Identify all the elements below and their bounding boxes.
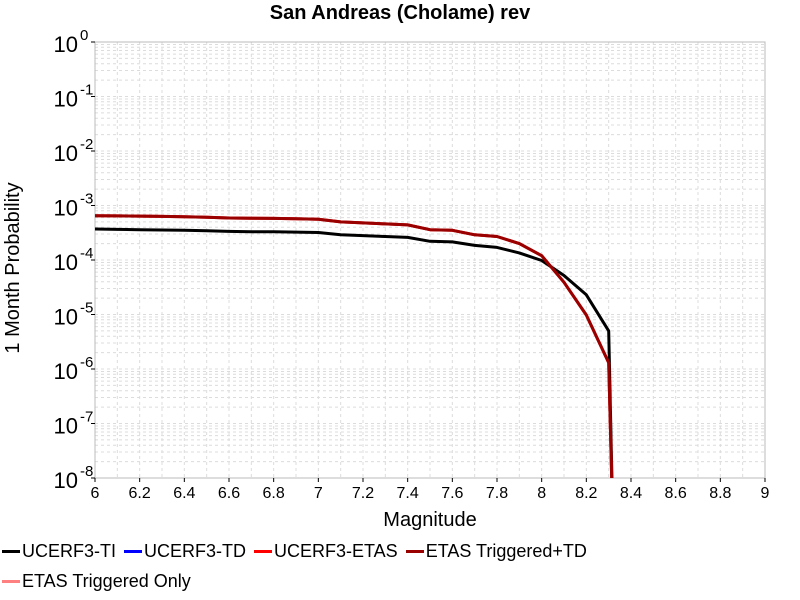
x-tick-label: 8.8 xyxy=(709,485,731,502)
y-tick-exponent: -5 xyxy=(80,300,93,317)
x-tick-label: 8.6 xyxy=(665,485,687,502)
chart-title: San Andreas (Cholame) rev xyxy=(270,2,531,24)
y-tick-exponent: -7 xyxy=(80,409,93,426)
y-tick-base: 10 xyxy=(54,141,78,166)
y-tick-exponent: -4 xyxy=(80,245,93,262)
legend: UCERF3-TI UCERF3-TD UCERF3-ETAS ETAS Tri… xyxy=(0,536,800,596)
legend-label: ETAS Triggered+TD xyxy=(425,540,587,561)
legend-item-ucerf3-td: UCERF3-TD xyxy=(122,541,246,562)
x-tick-label: 7.8 xyxy=(486,485,508,502)
legend-item-ucerf3-ti: UCERF3-TI xyxy=(0,541,116,562)
y-tick-base: 10 xyxy=(54,414,78,439)
y-tick-exponent: -3 xyxy=(80,191,93,208)
x-tick-label: 6.8 xyxy=(263,485,285,502)
x-tick-label: 8 xyxy=(537,485,546,502)
y-tick-label: 10 -8 xyxy=(54,463,94,493)
y-tick-exponent: -1 xyxy=(80,82,93,99)
legend-row: ETAS Triggered Only xyxy=(0,566,800,596)
legend-swatch xyxy=(2,579,20,583)
axes: 6 6.2 6.4 6.6 6.8 7 7.2 7.4 7.6 7.8 8 8.2 8.4 8.6 8.8 9… xyxy=(54,27,770,502)
grid xyxy=(94,42,766,479)
y-tick-exponent: -6 xyxy=(80,354,93,371)
y-tick-exponent: -8 xyxy=(80,463,93,480)
legend-item-etas-triggered-only: ETAS Triggered Only xyxy=(0,571,191,592)
y-tick-exponent: 0 xyxy=(80,27,88,44)
x-tick-label: 8.2 xyxy=(575,485,597,502)
series-line-ucerf3-ti xyxy=(95,227,614,478)
x-tick-label: 6.6 xyxy=(218,485,240,502)
x-tick-label: 7 xyxy=(314,485,323,502)
x-tick-label: 7.6 xyxy=(441,485,463,502)
x-tick-label: 6.2 xyxy=(129,485,151,502)
legend-label: UCERF3-TI xyxy=(22,540,116,561)
legend-swatch xyxy=(124,549,142,553)
x-tick-label: 6 xyxy=(91,485,100,502)
y-tick-base: 10 xyxy=(54,87,78,112)
y-tick-base: 10 xyxy=(54,32,78,57)
y-tick-label: 10 -2 xyxy=(54,136,94,166)
legend-row: UCERF3-TI UCERF3-TD UCERF3-ETAS ETAS Tri… xyxy=(0,536,800,566)
y-tick-label: 10 0 xyxy=(54,27,89,57)
legend-item-ucerf3-etas: UCERF3-ETAS xyxy=(252,541,398,562)
y-tick-label: 10 -7 xyxy=(54,409,94,439)
y-tick-base: 10 xyxy=(54,359,78,384)
x-axis-label: Magnitude xyxy=(383,509,476,531)
legend-swatch xyxy=(2,549,20,553)
legend-item-etas-triggered-td: ETAS Triggered+TD xyxy=(404,541,587,562)
x-tick-label: 7.2 xyxy=(352,485,374,502)
x-tick-label: 6.4 xyxy=(173,485,195,502)
legend-label: UCERF3-TD xyxy=(144,540,246,561)
y-tick-label: 10 -5 xyxy=(54,300,94,330)
y-tick-base: 10 xyxy=(54,468,78,493)
y-tick-label: 10 -4 xyxy=(54,245,94,275)
y-tick-exponent: -2 xyxy=(80,136,93,153)
y-axis-label: 1 Month Probability xyxy=(2,182,24,353)
series-line-etas-triggered-td xyxy=(95,214,614,478)
y-tick-label: 10 -1 xyxy=(54,82,94,112)
legend-swatch xyxy=(254,549,272,553)
legend-label: UCERF3-ETAS xyxy=(274,540,398,561)
y-tick-base: 10 xyxy=(54,305,78,330)
y-tick-label: 10 -3 xyxy=(54,191,94,221)
legend-label: ETAS Triggered Only xyxy=(22,570,191,591)
x-tick-label: 7.4 xyxy=(397,485,419,502)
x-tick-label: 9 xyxy=(761,485,770,502)
y-tick-base: 10 xyxy=(54,250,78,275)
legend-swatch xyxy=(405,549,424,553)
y-tick-label: 10 -6 xyxy=(54,354,94,384)
y-tick-base: 10 xyxy=(54,196,78,221)
series-group xyxy=(95,214,614,478)
x-tick-label: 8.4 xyxy=(620,485,642,502)
